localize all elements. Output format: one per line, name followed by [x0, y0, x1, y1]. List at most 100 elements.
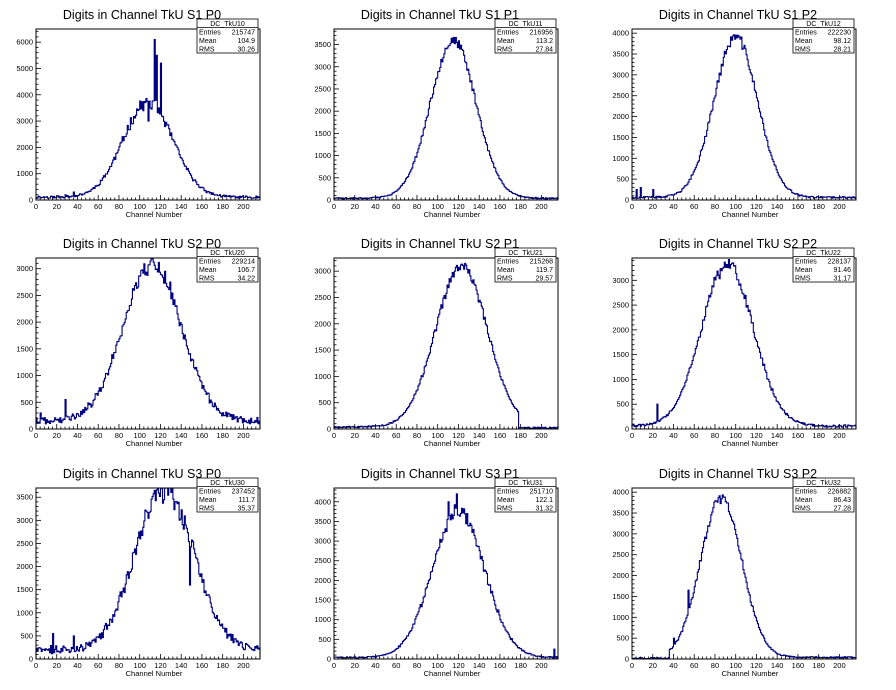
- y-tick-label: 0: [29, 425, 33, 434]
- x-tick-label: 120: [154, 661, 167, 670]
- histogram-series: [35, 257, 261, 429]
- stats-box: DC_TkU22 Entries 228137 Mean 91.46 RMS 31.17: [792, 247, 855, 283]
- x-tick-label: 140: [771, 661, 784, 670]
- plot-frame: [333, 28, 559, 201]
- y-tick-label: 1500: [612, 592, 629, 601]
- x-tick-label: 20: [53, 202, 61, 211]
- y-tick-label: 3000: [314, 537, 331, 546]
- stats-label: Mean: [199, 267, 217, 274]
- y-tick-label: 0: [29, 196, 33, 205]
- chart-title: Digits in Channel TkU S1 P1: [361, 8, 519, 22]
- stats-value: 27.84: [535, 47, 553, 54]
- x-tick-label: 100: [133, 661, 146, 670]
- x-tick-label: 100: [431, 431, 444, 440]
- chart-title: Digits in Channel TkU S1 P2: [659, 8, 817, 22]
- y-tick-label: 1500: [314, 596, 331, 605]
- x-tick-label: 60: [392, 661, 400, 670]
- x-tick-label: 160: [792, 431, 805, 440]
- x-tick-label: 160: [792, 661, 805, 670]
- x-tick-label: 140: [175, 431, 188, 440]
- stats-label: RMS: [497, 276, 513, 283]
- x-tick-label: 200: [535, 661, 548, 670]
- x-tick-label: 40: [669, 661, 677, 670]
- stats-label: Mean: [795, 497, 813, 504]
- y-tick-label: 3500: [612, 50, 629, 59]
- stats-box: DC_TkU30 Entries 237452 Mean 111.7 RMS 35.37: [196, 477, 259, 513]
- y-tick-label: 3000: [612, 276, 629, 285]
- y-tick-label: 500: [318, 398, 331, 407]
- stats-value: 222230: [828, 30, 851, 37]
- stats-box-name: DC_TkU21: [508, 250, 543, 257]
- x-tick-label: 100: [431, 202, 444, 211]
- x-tick-label: 60: [94, 202, 102, 211]
- y-tick-label: 1500: [612, 350, 629, 359]
- stats-label: RMS: [497, 47, 513, 54]
- y-tick-label: 1000: [16, 371, 33, 380]
- y-tick-label: 2500: [16, 291, 33, 300]
- histogram-panel-8: Digits in Channel TkU S3 P1 0 20 40 60 80 100 1…: [314, 467, 559, 678]
- stats-box: DC_TkU12 Entries 222230 Mean 98.12 RMS 28.21: [792, 18, 855, 54]
- x-tick-label: 20: [53, 661, 61, 670]
- stats-value: 35.37: [237, 506, 255, 513]
- stats-label: Mean: [199, 497, 217, 504]
- x-tick-label: 60: [690, 661, 698, 670]
- y-tick-label: 3000: [16, 117, 33, 126]
- y-tick-label: 6000: [16, 38, 33, 47]
- y-tick-label: 500: [616, 175, 629, 184]
- histogram-series: [333, 36, 559, 200]
- x-tick-label: 160: [494, 202, 507, 211]
- stats-label: RMS: [795, 276, 811, 283]
- stats-value: 215747: [232, 30, 255, 37]
- x-tick-label: 0: [630, 661, 634, 670]
- x-tick-label: 140: [771, 431, 784, 440]
- x-tick-label: 160: [494, 661, 507, 670]
- histogram-series: [35, 38, 261, 200]
- y-tick-label: 3500: [314, 40, 331, 49]
- stats-label: Mean: [497, 38, 515, 45]
- stats-value: 111.7: [239, 497, 256, 504]
- x-tick-label: 180: [812, 431, 825, 440]
- y-tick-label: 500: [616, 400, 629, 409]
- y-tick-label: 2500: [612, 91, 629, 100]
- histogram-series: [333, 262, 559, 430]
- histogram-series: [631, 258, 857, 429]
- stats-box: DC_TkU32 Entries 226882 Mean 86.43 RMS 27.28: [792, 477, 855, 513]
- plot-frame: [333, 257, 559, 430]
- x-tick-label: 120: [750, 431, 763, 440]
- stats-value: 216956: [530, 30, 553, 37]
- x-tick-label: 0: [34, 661, 38, 670]
- x-tick-label: 160: [196, 661, 209, 670]
- histogram-series: [631, 34, 857, 200]
- stats-label: Entries: [199, 489, 221, 496]
- stats-value: 34.22: [237, 276, 255, 283]
- stats-value: 226882: [828, 489, 851, 496]
- y-tick-label: 1000: [314, 151, 331, 160]
- y-tick-label: 1500: [314, 346, 331, 355]
- x-tick-label: 80: [413, 202, 421, 211]
- x-tick-label: 200: [237, 661, 250, 670]
- y-tick-label: 1000: [612, 154, 629, 163]
- x-tick-label: 160: [196, 431, 209, 440]
- y-tick-label: 2000: [612, 325, 629, 334]
- stats-label: Entries: [795, 30, 817, 37]
- stats-value: 237452: [232, 489, 255, 496]
- y-tick-label: 500: [318, 635, 331, 644]
- histogram-panel-6: Digits in Channel TkU S2 P2 0 20 40 60 80 100 1…: [612, 237, 857, 448]
- x-tick-label: 0: [332, 661, 336, 670]
- y-tick-label: 2000: [314, 107, 331, 116]
- stats-box-name: DC_TkU30: [210, 480, 245, 487]
- stats-value: 29.57: [535, 276, 553, 283]
- y-tick-label: 2500: [314, 556, 331, 565]
- y-tick-label: 4000: [314, 497, 331, 506]
- y-tick-label: 500: [20, 631, 33, 640]
- x-tick-label: 0: [332, 431, 336, 440]
- y-tick-label: 500: [20, 398, 33, 407]
- stats-value: 113.2: [536, 38, 553, 45]
- x-tick-label: 140: [771, 202, 784, 211]
- x-tick-label: 20: [53, 431, 61, 440]
- x-tick-label: 180: [812, 661, 825, 670]
- x-tick-label: 0: [34, 202, 38, 211]
- stats-label: Entries: [497, 259, 519, 266]
- histogram-panel-1: Digits in Channel TkU S1 P0 0 20 40 60 80 100 1…: [16, 8, 261, 219]
